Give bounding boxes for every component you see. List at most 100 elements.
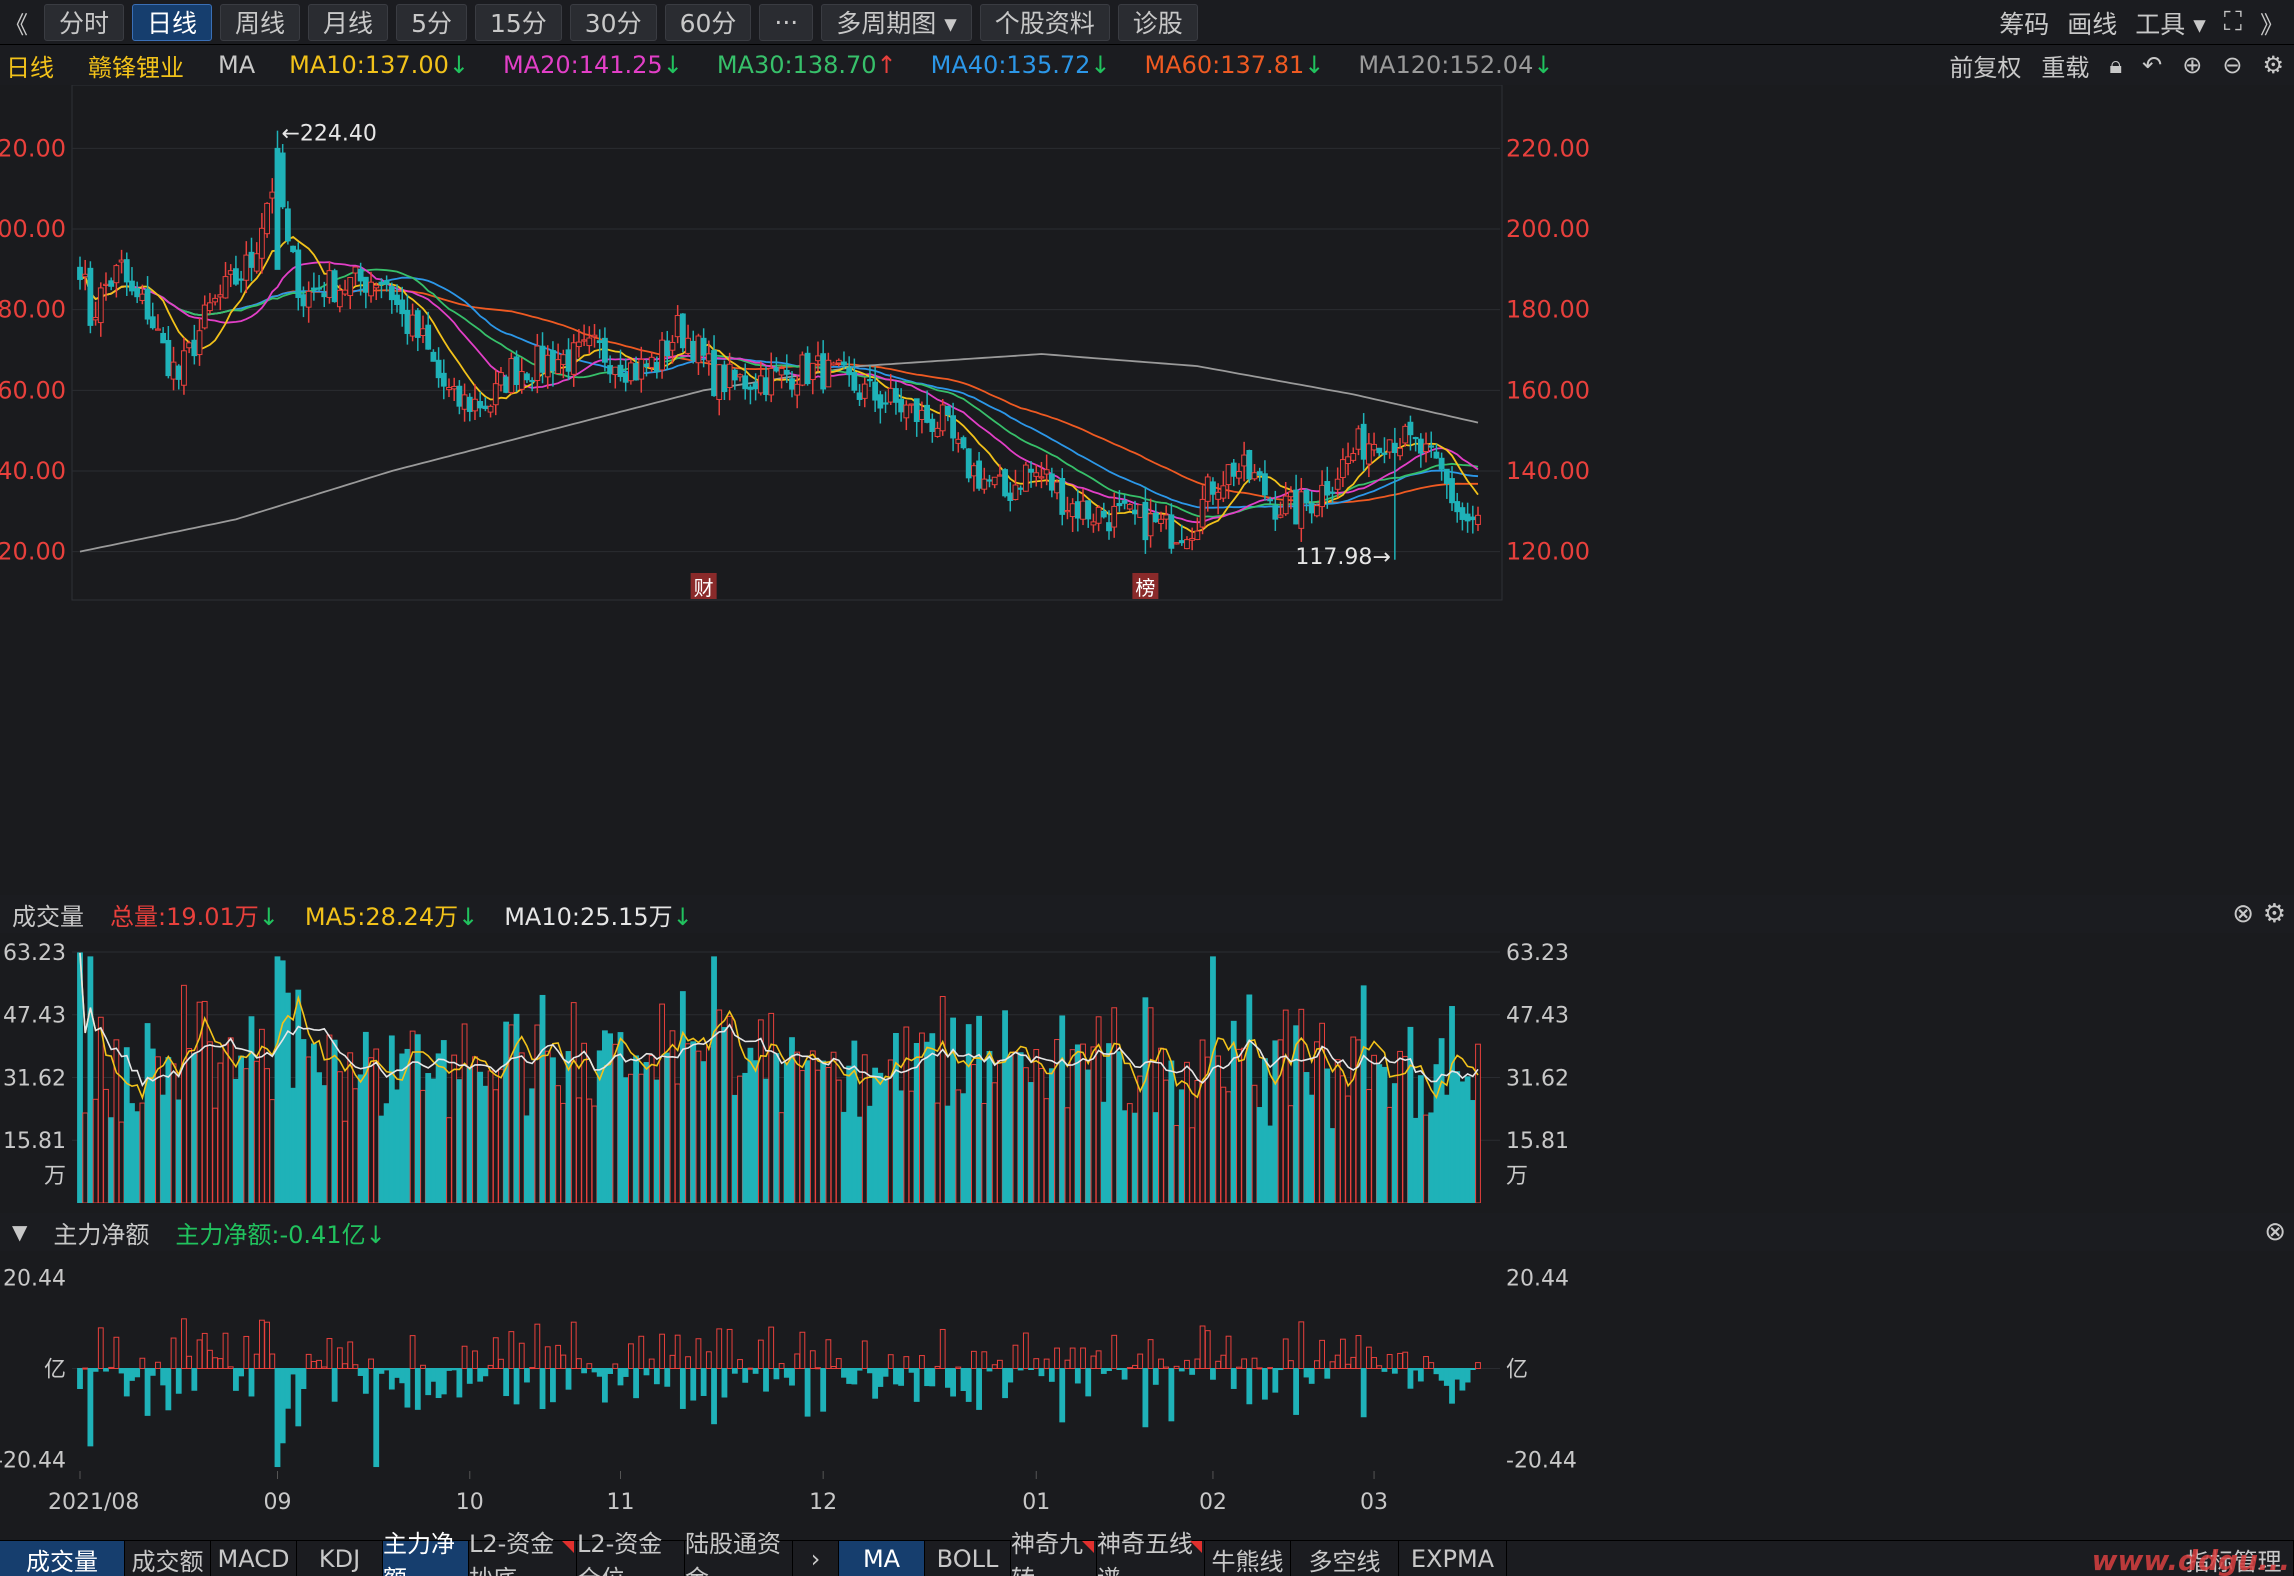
volume-bar <box>1433 1064 1440 1203</box>
multi-period-button[interactable]: 多周期图 ▾ <box>821 3 972 41</box>
candle-body <box>1319 484 1325 508</box>
more-periods-button[interactable]: ··· <box>759 3 814 41</box>
volume-bar <box>425 1073 432 1203</box>
flow-bar <box>705 1351 712 1369</box>
flow-bar <box>295 1368 302 1427</box>
candle-body <box>1475 514 1481 525</box>
indicator-tab-0[interactable]: 成交量 <box>0 1541 125 1576</box>
candle-body <box>1220 485 1227 499</box>
volume-chart[interactable]: 63.23 63.23 47.43 47.43 31.62 31.62 15.81 15.81… <box>0 933 2294 1203</box>
candle-body <box>633 363 639 381</box>
candle-body <box>1277 514 1284 518</box>
volume-bar <box>1412 1117 1419 1203</box>
indicator-tab-3[interactable]: KDJ <box>297 1541 383 1576</box>
flow-bar <box>1267 1367 1274 1370</box>
indicator-tab-4[interactable]: 主力净额 <box>383 1530 469 1576</box>
indicator-tab-2[interactable]: MACD <box>211 1541 297 1576</box>
period-tab-5[interactable]: 15分 <box>474 3 562 41</box>
ma-label[interactable]: MA <box>218 51 256 79</box>
fq-button[interactable]: 前复权 <box>1949 53 2022 82</box>
period-tab-2[interactable]: 周线 <box>220 3 301 41</box>
candle-body <box>305 290 312 308</box>
flow-bar <box>903 1356 910 1369</box>
candle-body <box>1043 469 1050 475</box>
candle-body <box>472 398 478 412</box>
flow-bar <box>830 1366 837 1369</box>
overlay-tab-3[interactable]: 神奇五线谱 <box>1097 1530 1205 1576</box>
volume-bar <box>539 994 546 1203</box>
period-tab-6[interactable]: 30分 <box>569 3 657 41</box>
candle-body <box>414 310 421 338</box>
candle-body <box>336 289 343 308</box>
volume-bar <box>435 1053 442 1203</box>
candle-body <box>1142 501 1149 541</box>
flow-bar <box>201 1332 208 1370</box>
close-volume-icon[interactable]: ⊗ <box>2232 899 2254 929</box>
main-flow-chart[interactable]: 20.44 20.44 亿 亿 -20.44 -20.44 2021/08 09 10 11 12 0… <box>0 1251 2294 1540</box>
flow-bar <box>212 1357 219 1370</box>
volume-bar <box>721 1027 728 1203</box>
volume-bar <box>352 1088 359 1203</box>
tools-button[interactable]: 工具 ▾ <box>2135 9 2206 39</box>
overlay-tab-1[interactable]: BOLL <box>925 1541 1011 1576</box>
settings-icon[interactable]: ⚙ <box>2262 51 2284 79</box>
volume-bar <box>1142 997 1149 1203</box>
period-tab-7[interactable]: 60分 <box>664 3 752 41</box>
flow-bar <box>898 1368 905 1386</box>
flow-bar <box>939 1328 946 1370</box>
candle-body <box>1298 491 1305 529</box>
candle-body <box>1365 443 1372 465</box>
ma30-line <box>79 268 1479 518</box>
collapse-icon[interactable]: 《 <box>4 10 28 39</box>
chip-button[interactable]: 筹码 <box>1999 9 2050 39</box>
flow-bar <box>622 1368 629 1377</box>
volume-bar <box>1423 1114 1429 1203</box>
finance-marker-bg <box>690 573 717 599</box>
zoom-out-icon[interactable]: ⊖ <box>2222 51 2243 79</box>
reload-button[interactable]: 重载 <box>2041 53 2090 82</box>
overlay-tab-0[interactable]: MA <box>839 1541 925 1576</box>
diagnose-button[interactable]: 诊股 <box>1117 3 1198 41</box>
undo-icon[interactable]: ↶ <box>2142 51 2163 79</box>
flow-bar <box>482 1368 489 1377</box>
candlestick-chart[interactable]: 220.00 220.00 200.00 200.00 180.00 180.00 160.… <box>0 85 2294 885</box>
overlay-tab-2[interactable]: 神奇九转 <box>1011 1530 1097 1576</box>
overlay-tab-4[interactable]: 牛熊线 <box>1205 1541 1291 1576</box>
indicator-manage-button[interactable]: 指标管理 <box>2174 1541 2294 1576</box>
volume-settings-icon[interactable]: ⚙ <box>2262 899 2286 929</box>
lock-icon[interactable]: 🔒︎ <box>2109 51 2123 79</box>
flow-bar <box>1142 1368 1149 1428</box>
chevron-right-icon[interactable]: › <box>793 1541 839 1576</box>
volume-bar <box>763 1078 769 1203</box>
x-axis-label: 11 <box>606 1490 634 1515</box>
period-tab-1[interactable]: 日线 <box>132 3 213 41</box>
stock-profile-button[interactable]: 个股资料 <box>979 3 1110 41</box>
flow-bar <box>477 1368 484 1382</box>
indicator-tab-5[interactable]: L2-资金抄底 <box>469 1530 577 1576</box>
flow-bar <box>1111 1334 1118 1370</box>
period-tab-3[interactable]: 月线 <box>308 3 389 41</box>
volume-bar <box>1417 1075 1424 1203</box>
indicator-tab-7[interactable]: 陆股通资金 <box>685 1530 793 1576</box>
zoom-in-icon[interactable]: ⊕ <box>2182 51 2203 79</box>
collapse-flow-icon[interactable]: ▼ <box>12 1220 28 1244</box>
candle-body <box>108 280 115 287</box>
candle-body <box>627 362 634 382</box>
overlay-tab-6[interactable]: EXPMA <box>1399 1541 1507 1576</box>
volume-bar <box>622 1077 629 1203</box>
candle-body <box>477 400 484 409</box>
flow-close-icon[interactable]: ⊗ <box>2264 1217 2286 1247</box>
expand-icon[interactable]: 》 <box>2260 11 2284 39</box>
indicator-tab-1[interactable]: 成交额 <box>125 1541 211 1576</box>
period-tab-0[interactable]: 分时 <box>44 3 125 41</box>
indicator-tab-6[interactable]: L2-资金仓位 <box>577 1530 685 1576</box>
candle-body <box>1095 507 1102 524</box>
draw-button[interactable]: 画线 <box>2067 9 2118 39</box>
period-tab-4[interactable]: 5分 <box>396 3 467 41</box>
candle-body <box>1272 505 1279 520</box>
candle-body <box>716 364 723 400</box>
overlay-tab-5[interactable]: 多空线 <box>1291 1541 1399 1576</box>
fullscreen-icon[interactable]: ⛶ <box>2223 7 2242 37</box>
flow-bar <box>919 1355 925 1369</box>
volume-bar <box>82 1112 89 1203</box>
